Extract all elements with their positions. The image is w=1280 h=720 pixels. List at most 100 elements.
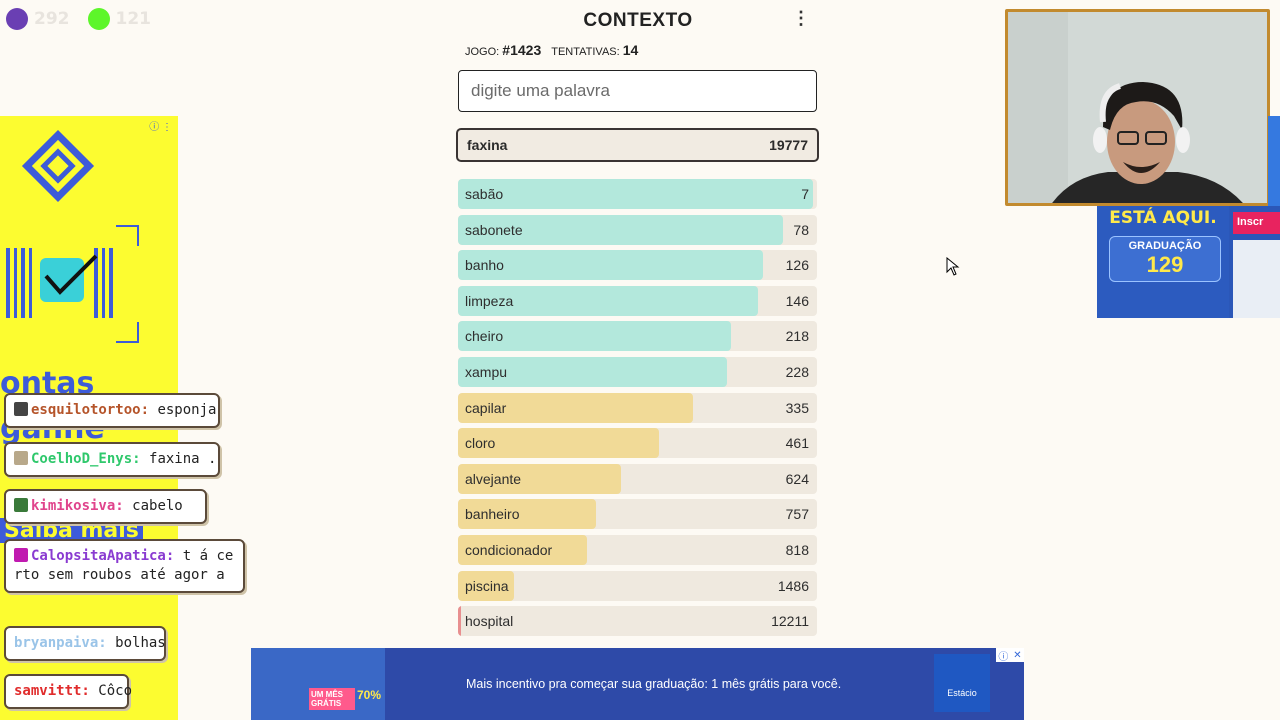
guess-row: condicionador 818 [458,534,817,565]
ad-info-icon[interactable]: ⓘ [998,651,1009,663]
proximity-bar [458,356,728,387]
game-number: #1423 [502,42,542,58]
chat-badge-icon [14,451,28,465]
ad-brand: Estácio [947,688,977,698]
guess-row: limpeza 146 [458,285,817,316]
proximity-bar [458,428,660,459]
guess-row: sabonete 78 [458,214,817,245]
close-icon[interactable]: ✕ [1013,649,1022,661]
chat-badge-icon [14,402,28,416]
current-guess-rank: 19777 [769,137,808,153]
purple-dot-icon [6,8,28,30]
proximity-bar [458,463,622,494]
chat-username: kimikosiva: [31,498,124,514]
word-input[interactable] [458,70,817,112]
guess-rank: 624 [785,470,809,487]
guess-row: banheiro 757 [458,499,817,530]
viewer-counters: 292 121 [6,8,151,30]
proximity-bar [458,570,514,601]
proximity-bar [458,179,814,209]
proximity-bar [458,392,694,423]
ad-discount: 70% [357,688,382,702]
guess-rank: 228 [785,363,809,380]
guess-row: hospital 12211 [458,606,817,637]
ad-side-panel [1233,240,1280,318]
chat-username: CalopsitaApatica: [31,548,175,564]
chat-message: bryanpaiva: bolhas [4,626,166,661]
chat-message: CalopsitaApatica: t á certo sem roubos a… [4,539,245,593]
attempts-label: TENTATIVAS: [551,46,620,58]
proximity-bar [458,499,597,530]
guess-word: piscina [465,577,509,594]
guess-rank: 12211 [771,613,809,630]
guess-word: xampu [465,363,508,380]
chat-text: cabelo [132,498,183,514]
right-ad-edge [1268,116,1280,206]
guess-word: cloro [465,435,496,452]
guess-row: sabão 7 [458,179,817,209]
right-advertisement[interactable]: ESTÁ AQUI. GRADUAÇÃO 129 Inscr [1097,206,1280,318]
ad-heading: ESTÁ AQUI. [1109,208,1217,228]
ad-controls[interactable]: ⓘ ✕ [996,648,1024,663]
chat-message: CoelhoD_Enys: faxina . [4,442,220,477]
guess-word: banheiro [465,506,520,523]
ad-cta[interactable]: Inscr [1233,212,1280,234]
streamer-image [1008,12,1267,203]
ad-price: 129 [1146,252,1184,277]
guess-word: sabão [465,186,504,202]
bottom-advertisement[interactable]: UM MÊS GRÁTIS 70% Mais incentivo pra com… [251,648,1024,720]
attempts-info: TENTATIVAS: 14 [551,42,638,58]
guess-word: limpeza [465,292,514,309]
guess-row: capilar 335 [458,392,817,423]
chat-text: bolhas [115,635,166,651]
chat-message: samvittt: Côco [4,674,132,709]
title-row: CONTEXTO ⋮ [456,0,820,42]
game-info: JOGO: #1423 TENTATIVAS: 14 [465,42,820,62]
guess-rank: 1486 [777,577,809,594]
proximity-bar [458,214,783,245]
chat-text: faxina . [149,451,217,467]
ad-thumbnail: UM MÊS GRÁTIS 70% [251,648,385,720]
guess-row: xampu 228 [458,356,817,387]
counter-value: 292 [34,9,70,29]
guess-word: sabonete [465,221,523,238]
proximity-bar [458,285,758,316]
chat-text: esponja [157,402,217,418]
contexto-game: CONTEXTO ⋮ JOGO: #1423 TENTATIVAS: 14 fa… [456,0,820,642]
guess-row: cloro 461 [458,428,817,459]
guess-rank: 461 [785,435,809,452]
ad-brand-logo: Estácio [934,654,990,712]
counter-green: 121 [87,8,151,30]
chat-message: esquilotortoo: esponja [4,393,220,428]
counter-purple: 292 [6,8,70,30]
ad-message: Mais incentivo pra começar sua graduação… [466,677,842,691]
proximity-bar [458,250,764,281]
guess-rank: 146 [785,292,809,309]
green-dot-icon [87,8,110,30]
kebab-menu-icon[interactable]: ⋮ [792,8,810,28]
guess-rank: 7 [801,186,809,202]
chat-username: bryanpaiva: [14,635,107,651]
ad-panel: ESTÁ AQUI. GRADUAÇÃO 129 [1097,206,1229,318]
guess-word: cheiro [465,328,504,345]
bank-logo-icon [6,129,139,343]
chat-badge-icon [14,548,28,562]
game-title: CONTEXTO [583,10,693,31]
chat-username: CoelhoD_Enys: [31,451,141,467]
mouse-cursor-icon [946,257,960,276]
guess-rank: 218 [785,328,809,345]
ad-label: GRADUAÇÃO [1128,240,1202,252]
chat-badge-icon [14,498,28,512]
guess-word: condicionador [465,541,553,558]
guess-row: piscina 1486 [458,570,817,601]
guess-row: alvejante 624 [458,463,817,494]
current-guess-word: faxina [467,137,508,153]
guess-rank: 126 [785,257,809,274]
ad-info-icon[interactable]: ⓘ ⋮ [149,122,172,133]
chat-message: kimikosiva: cabelo [4,489,207,524]
guess-word: capilar [465,399,507,416]
current-guess: faxina 19777 [456,128,819,162]
guess-word: alvejante [465,470,522,487]
ad-price-box: GRADUAÇÃO 129 [1109,236,1221,282]
guess-word: banho [465,257,504,274]
